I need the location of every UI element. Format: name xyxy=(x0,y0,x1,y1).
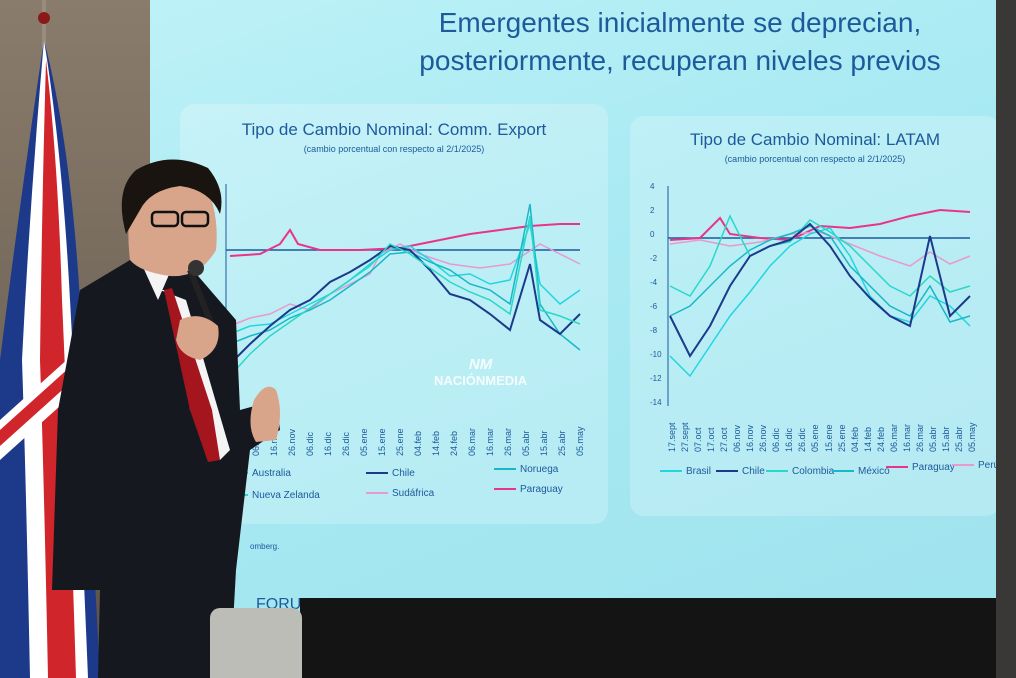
chart1-series-australia xyxy=(229,221,581,335)
chart2-y-tick: -10 xyxy=(650,350,662,359)
chart2-legend-mexico: México xyxy=(832,466,890,477)
chart2-x-tick: 26.mar xyxy=(914,423,925,452)
chair xyxy=(210,608,302,678)
chart1-legend-chile: Chile xyxy=(366,468,415,479)
projection-screen: Emergentes inicialmente se deprecian, po… xyxy=(150,0,1016,640)
chart2-y-tick: 0 xyxy=(650,230,655,239)
chart1-x-tick: 24.feb xyxy=(449,430,459,456)
chart2-series-chile xyxy=(669,222,971,358)
chart2-legend-peru: Perú xyxy=(952,460,999,471)
chart2-series-peru xyxy=(669,231,971,267)
chart2-x-tick: 17.oct xyxy=(706,427,717,452)
chart2-title: Tipo de Cambio Nominal: LATAM xyxy=(689,130,941,149)
chart2-x-tick: 05.may xyxy=(967,422,977,452)
chart2-legend-brasil: Brasil xyxy=(660,466,711,477)
chart1-legend-sudafrica: Sudáfrica xyxy=(366,488,434,499)
chart2-y-tick: -6 xyxy=(650,302,658,311)
chart2-x-tick: 15.ene xyxy=(823,424,834,452)
slide-title-line-1: Emergentes inicialmente se deprecian, xyxy=(438,7,922,38)
chart1-x-tick: 04.feb xyxy=(413,430,423,456)
chart2-x-tick: 05.ene xyxy=(810,424,821,452)
chart2-x-tick: 26.dic xyxy=(797,427,808,452)
chart2-x-tick: 05.abr xyxy=(927,426,938,452)
chart1-x-tick: 14.feb xyxy=(431,430,441,456)
chart2-y-tick: -8 xyxy=(650,326,658,335)
chart2-legend-paraguay: Paraguay xyxy=(886,462,955,473)
chart2-x-tick: 16.dic xyxy=(784,427,795,452)
chart2-x-tick: 15.abr xyxy=(940,426,951,452)
chart2-x-tick: 24.feb xyxy=(875,426,886,452)
watermark: NM NACIÓNMEDIA xyxy=(434,356,527,388)
chart2-x-tick: 17.sept xyxy=(667,422,677,452)
speaker xyxy=(52,159,280,678)
chart2-legend-chile: Chile xyxy=(716,466,765,477)
chart-panel-latam: Tipo de Cambio Nominal: LATAM (cambio po… xyxy=(630,116,1000,516)
chart1-series-noruega xyxy=(229,203,581,351)
chart2-y-tick: -12 xyxy=(650,374,662,383)
chart2-legend-colombia: Colombia xyxy=(766,466,834,477)
chart2-y-tick: 4 xyxy=(650,182,655,191)
chart2-x-tick: 25.abr xyxy=(953,426,964,452)
chart2-x-tick: 16.mar xyxy=(901,423,912,452)
chart1-series-chile xyxy=(229,244,581,365)
chart2-x-tick: 16.nov xyxy=(745,424,756,452)
chart1-plot xyxy=(225,184,581,394)
watermark-logo: NM xyxy=(468,356,493,373)
chart2-x-tick: 25.ene xyxy=(836,424,847,452)
chart1-x-tick: 15.abr xyxy=(539,430,549,456)
chart2-x-tick: 26.nov xyxy=(758,424,769,452)
chart2-y-tick: 2 xyxy=(650,206,655,215)
chart1-x-tick: 16.dic xyxy=(323,431,333,456)
chart1-x-tick: 06.mar xyxy=(467,427,477,456)
chart2-x-tick: 14.feb xyxy=(862,426,873,452)
chart2-y-tick: -2 xyxy=(650,254,658,263)
chart2-x-tick: 07.oct xyxy=(693,427,704,452)
chart1-title: Tipo de Cambio Nominal: Comm. Export xyxy=(241,120,547,139)
chart1-legend-paraguay: Paraguay xyxy=(494,484,563,495)
chart1-x-tick: 26.dic xyxy=(341,431,351,456)
right-edge xyxy=(996,0,1016,678)
chart-panel-comm-export: Tipo de Cambio Nominal: Comm. Export (ca… xyxy=(180,104,608,524)
watermark-text: NACIÓNMEDIA xyxy=(434,373,528,388)
chart1-subtitle: (cambio porcentual con respecto al 2/1/2… xyxy=(303,144,485,154)
chart2-x-tick: 06.mar xyxy=(888,423,899,452)
chart2-y-tick: -4 xyxy=(650,278,658,287)
chart1-x-tick: 26.mar xyxy=(503,427,513,456)
chart2-subtitle: (cambio porcentual con respecto al 2/1/2… xyxy=(724,154,906,164)
chart1-x-tick: 25.ene xyxy=(395,428,405,456)
chart2-x-tick: 04.feb xyxy=(849,426,860,452)
slide-title: Emergentes inicialmente se deprecian, po… xyxy=(320,4,1016,80)
slide-source: omberg. xyxy=(250,542,280,551)
chart2-series-brasil xyxy=(669,227,971,378)
slide-title-line-2: posteriormente, recuperan niveles previo… xyxy=(419,45,941,76)
chart1-legend-noruega: Noruega xyxy=(494,464,558,475)
chart2-x-tick: 06.nov xyxy=(732,424,743,452)
chart2-x-tick: 27.sept xyxy=(680,422,691,452)
chart1-x-tick: 05.abr xyxy=(521,430,531,456)
stage-floor xyxy=(300,598,1016,678)
chart2-series-colombia xyxy=(669,214,971,297)
chart1-x-tick: 25.abr xyxy=(557,430,567,456)
chart2-x-tick: 06.dic xyxy=(771,427,782,452)
chart1-x-tick: 05.ene xyxy=(359,428,369,456)
chart1-x-tick: 16.mar xyxy=(485,427,495,456)
chart2-y-tick: -14 xyxy=(650,398,662,407)
chart1-x-tick: 05.may xyxy=(575,426,585,456)
chart1-x-tick: 15.ene xyxy=(377,428,387,456)
chart2-x-tick: 27.oct xyxy=(719,427,730,452)
chart1-series-nueva-zelanda xyxy=(229,215,581,377)
chart2-series-mexico xyxy=(669,225,971,323)
chart2-plot xyxy=(667,186,971,406)
